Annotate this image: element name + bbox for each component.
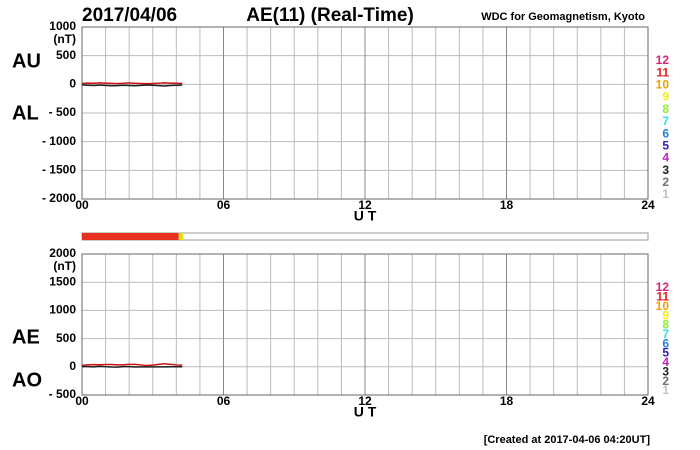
station-scale-label: 5 bbox=[662, 346, 669, 360]
coverage-segment bbox=[82, 233, 179, 240]
y-tick-label: 0 bbox=[69, 359, 76, 373]
series-line bbox=[82, 365, 183, 368]
plot-frame bbox=[81, 26, 649, 200]
series-line bbox=[81, 82, 183, 85]
x-axis-label: U T bbox=[354, 404, 377, 420]
station-scale-label: 11 bbox=[656, 290, 669, 304]
station-scale-label: 2 bbox=[662, 374, 669, 388]
station-scale-label: 10 bbox=[656, 78, 670, 92]
x-tick-label: 12 bbox=[358, 198, 372, 212]
date: 2017/04/06 bbox=[82, 5, 177, 26]
footer: [Created at 2017-04-06 04:20UT] bbox=[484, 434, 651, 446]
plot-frame bbox=[81, 253, 649, 396]
y-tick-label: 500 bbox=[56, 331, 76, 345]
station-scale-label: 5 bbox=[662, 138, 669, 152]
station-scale-label: 3 bbox=[662, 364, 669, 378]
x-tick-label: 00 bbox=[75, 394, 89, 408]
y-tick-label: 1500 bbox=[49, 274, 76, 288]
series-line bbox=[81, 84, 183, 87]
x-tick-label: 24 bbox=[641, 198, 655, 212]
y-tick-label: 2000 bbox=[49, 246, 76, 260]
station-scale-label: 1 bbox=[662, 187, 669, 201]
y-tick-label: 1000 bbox=[49, 19, 76, 33]
series-label: AE bbox=[12, 326, 40, 348]
x-axis-label: U T bbox=[354, 208, 377, 224]
station-scale-label: 3 bbox=[662, 163, 669, 177]
y-tick-label: - 1000 bbox=[42, 134, 76, 148]
series-label: AL bbox=[12, 102, 39, 124]
series-label: AO bbox=[12, 369, 42, 391]
x-tick-label: 06 bbox=[217, 198, 231, 212]
x-tick-label: 12 bbox=[358, 394, 372, 408]
station-scale-label: 6 bbox=[662, 336, 669, 350]
station-scale-label: 4 bbox=[662, 151, 669, 165]
x-tick-label: 06 bbox=[217, 394, 231, 408]
station-scale-label: 6 bbox=[662, 126, 669, 140]
station-scale-label: 1 bbox=[662, 383, 669, 397]
y-tick-label: 1000 bbox=[49, 303, 76, 317]
station-scale-label: 8 bbox=[662, 318, 669, 332]
y-tick-label: 500 bbox=[56, 48, 76, 62]
x-tick-label: 18 bbox=[500, 394, 514, 408]
station-scale-label: 9 bbox=[662, 308, 669, 322]
y-tick-label: - 500 bbox=[49, 105, 77, 119]
x-tick-label: 00 bbox=[75, 198, 89, 212]
station-scale-label: 8 bbox=[662, 102, 669, 116]
x-tick-label: 24 bbox=[641, 394, 655, 408]
source: WDC for Geomagnetism, Kyoto bbox=[481, 11, 645, 23]
station-scale-label: 11 bbox=[656, 65, 669, 79]
y-tick-label: - 2000 bbox=[42, 191, 76, 205]
station-scale-label: 9 bbox=[662, 90, 669, 104]
chart-title: AE(11) (Real-Time) bbox=[246, 5, 414, 26]
station-scale-label: 7 bbox=[662, 327, 669, 341]
station-scale-label: 7 bbox=[662, 114, 669, 128]
station-scale-label: 10 bbox=[656, 299, 670, 313]
station-scale-label: 12 bbox=[656, 53, 670, 67]
y-unit: (nT) bbox=[53, 32, 76, 46]
station-scale-label: 12 bbox=[656, 280, 670, 294]
station-scale-label: 2 bbox=[662, 175, 669, 189]
coverage-segment bbox=[178, 233, 184, 240]
y-unit: (nT) bbox=[53, 259, 76, 273]
y-tick-label: - 1500 bbox=[42, 163, 76, 177]
series-label: AU bbox=[12, 50, 41, 72]
station-scale-label: 4 bbox=[662, 355, 669, 369]
series-line bbox=[81, 363, 183, 367]
y-tick-label: 0 bbox=[69, 77, 76, 91]
x-tick-label: 18 bbox=[500, 198, 514, 212]
y-tick-label: - 500 bbox=[49, 387, 77, 401]
